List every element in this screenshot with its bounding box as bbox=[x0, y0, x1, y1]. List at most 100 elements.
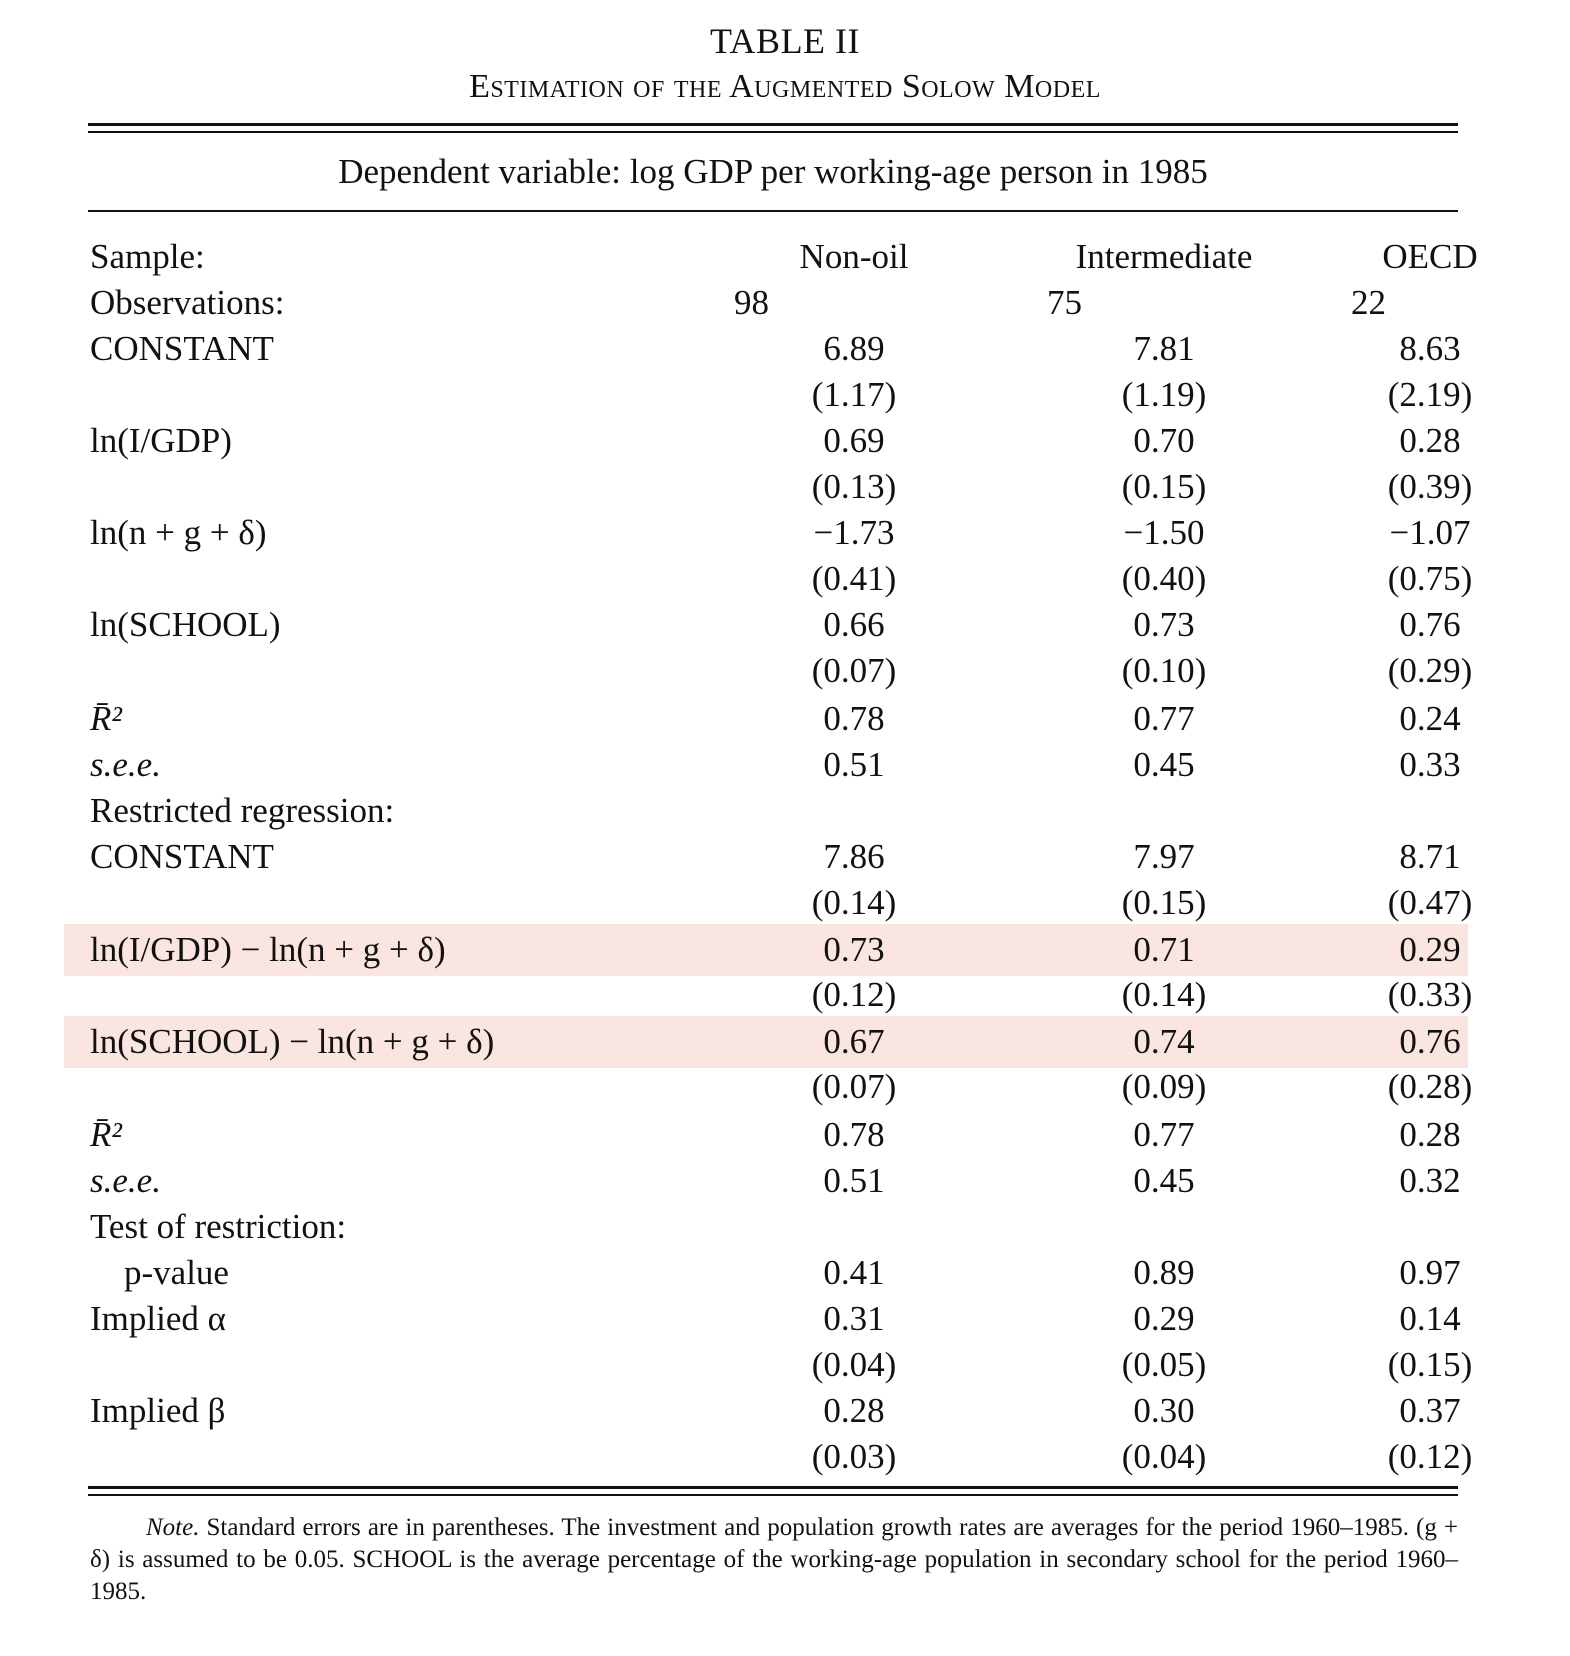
table-row-std-error: (0.04) (0.05) (0.15) bbox=[64, 1342, 1473, 1388]
cell-intermediate: 0.45 bbox=[1133, 745, 1195, 784]
cell-intermediate: 0.77 bbox=[1133, 1115, 1195, 1154]
table-row-ln-i-gdp-minus-ln-n-g-delta: ln(I/GDP) − ln(n + g + δ) 0.73 0.71 0.29 bbox=[64, 924, 1468, 976]
cell-intermediate: 0.74 bbox=[1133, 1022, 1195, 1061]
cell-non-oil: 0.66 bbox=[823, 605, 885, 644]
dependent-variable-heading: Dependent variable: log GDP per working-… bbox=[338, 152, 1208, 191]
cell-oecd: 0.29 bbox=[1399, 930, 1461, 969]
cell-oecd: 0.28 bbox=[1399, 1115, 1461, 1154]
cell-oecd: 22 bbox=[1351, 283, 1386, 322]
table-row-constant: CONSTANT 6.89 7.81 8.63 bbox=[64, 326, 1468, 372]
cell-non-oil: (0.14) bbox=[811, 883, 897, 922]
cell-non-oil: 0.28 bbox=[823, 1391, 885, 1430]
cell-non-oil: (0.41) bbox=[811, 559, 897, 598]
table-note: Note. Standard errors are in parentheses… bbox=[90, 1512, 1458, 1608]
row-label: Implied α bbox=[90, 1299, 226, 1338]
cell-intermediate: (0.15) bbox=[1121, 467, 1207, 506]
table-row-see: s.e.e. 0.51 0.45 0.32 bbox=[64, 1158, 1468, 1204]
cell-oecd: 0.37 bbox=[1399, 1391, 1461, 1430]
row-label: ln(I/GDP) − ln(n + g + δ) bbox=[90, 930, 446, 969]
table-row-std-error: (1.17) (1.19) (2.19) bbox=[64, 372, 1473, 418]
cell-intermediate: (0.15) bbox=[1121, 883, 1207, 922]
top-rule-1 bbox=[88, 123, 1458, 126]
cell-oecd: 0.28 bbox=[1399, 421, 1461, 460]
table-row-std-error: (0.14) (0.15) (0.47) bbox=[64, 880, 1473, 926]
cell-intermediate: (0.10) bbox=[1121, 651, 1207, 690]
cell-non-oil: 6.89 bbox=[823, 329, 885, 368]
table-row-std-error: (0.07) (0.09) (0.28) bbox=[64, 1064, 1473, 1110]
row-label: Observations: bbox=[90, 283, 285, 322]
cell-oecd: (0.75) bbox=[1387, 559, 1473, 598]
cell-oecd: 8.63 bbox=[1399, 329, 1461, 368]
row-label: Test of restriction: bbox=[90, 1207, 347, 1246]
cell-non-oil: 0.73 bbox=[823, 930, 885, 969]
table-row-r-squared: R̄² 0.78 0.77 0.28 bbox=[64, 1112, 1468, 1158]
cell-non-oil: (0.03) bbox=[811, 1437, 897, 1476]
table-row-implied-alpha: Implied α 0.31 0.29 0.14 bbox=[64, 1296, 1468, 1342]
row-label: Restricted regression: bbox=[90, 791, 395, 830]
row-label: ln(n + g + δ) bbox=[90, 513, 267, 552]
row-label: Sample: bbox=[90, 237, 205, 276]
cell-intermediate: 7.81 bbox=[1133, 329, 1195, 368]
cell-intermediate: (0.14) bbox=[1121, 975, 1207, 1014]
cell-non-oil: (0.07) bbox=[811, 1067, 897, 1106]
table-row-constant: CONSTANT 7.86 7.97 8.71 bbox=[64, 834, 1468, 880]
cell-non-oil: (1.17) bbox=[811, 375, 897, 414]
cell-non-oil: 7.86 bbox=[823, 837, 885, 876]
table-row-test-heading: Test of restriction: bbox=[64, 1204, 1468, 1250]
row-label: ln(I/GDP) bbox=[90, 421, 232, 460]
table-row-std-error: (0.13) (0.15) (0.39) bbox=[64, 464, 1473, 510]
row-label: s.e.e. bbox=[90, 1161, 161, 1200]
cell-intermediate: 0.29 bbox=[1133, 1299, 1195, 1338]
cell-oecd: −1.07 bbox=[1389, 513, 1471, 552]
cell-intermediate: 0.30 bbox=[1133, 1391, 1195, 1430]
cell-oecd: (0.12) bbox=[1387, 1437, 1473, 1476]
cell-non-oil: 0.67 bbox=[823, 1022, 885, 1061]
cell-oecd: 0.14 bbox=[1399, 1299, 1461, 1338]
table-row-std-error: (0.41) (0.40) (0.75) bbox=[64, 556, 1473, 602]
cell-intermediate: (1.19) bbox=[1121, 375, 1207, 414]
cell-intermediate: 7.97 bbox=[1133, 837, 1195, 876]
cell-intermediate: (0.40) bbox=[1121, 559, 1207, 598]
cell-oecd: 0.97 bbox=[1399, 1253, 1461, 1292]
cell-non-oil: 98 bbox=[734, 283, 769, 322]
table-title: TABLE II bbox=[709, 21, 861, 61]
cell-non-oil: 0.31 bbox=[823, 1299, 885, 1338]
note-lead: Note. bbox=[146, 1514, 200, 1541]
cell-intermediate: (0.09) bbox=[1121, 1067, 1207, 1106]
cell-non-oil: −1.73 bbox=[813, 513, 895, 552]
cell-intermediate: 0.70 bbox=[1133, 421, 1195, 460]
cell-intermediate: 0.71 bbox=[1133, 930, 1195, 969]
cell-intermediate: 0.89 bbox=[1133, 1253, 1195, 1292]
cell-oecd: 0.24 bbox=[1399, 699, 1461, 738]
cell-oecd: (0.33) bbox=[1387, 975, 1473, 1014]
cell-intermediate: −1.50 bbox=[1123, 513, 1205, 552]
cell-oecd: (0.28) bbox=[1387, 1067, 1473, 1106]
cell-non-oil: 0.51 bbox=[823, 745, 885, 784]
cell-non-oil: 0.69 bbox=[823, 421, 885, 460]
cell-oecd: (0.47) bbox=[1387, 883, 1473, 922]
header-rule bbox=[88, 210, 1458, 212]
cell-non-oil: (0.12) bbox=[811, 975, 897, 1014]
table-row-std-error: (0.03) (0.04) (0.12) bbox=[64, 1434, 1473, 1480]
cell-non-oil: 0.41 bbox=[823, 1253, 885, 1292]
row-label: CONSTANT bbox=[90, 837, 274, 876]
cell-non-oil: (0.13) bbox=[811, 467, 897, 506]
table-row-r-squared: R̄² 0.78 0.77 0.24 bbox=[64, 696, 1468, 742]
table-row-std-error: (0.12) (0.14) (0.33) bbox=[64, 972, 1473, 1018]
table-row-ln-i-gdp: ln(I/GDP) 0.69 0.70 0.28 bbox=[64, 418, 1468, 464]
cell-oecd: (0.39) bbox=[1387, 467, 1473, 506]
bottom-rule-2 bbox=[88, 1494, 1458, 1496]
bottom-rule-1 bbox=[88, 1486, 1458, 1489]
cell-intermediate: Intermediate bbox=[1075, 237, 1253, 276]
cell-intermediate: 0.77 bbox=[1133, 699, 1195, 738]
cell-oecd: 0.32 bbox=[1399, 1161, 1461, 1200]
table-row-restricted-heading: Restricted regression: bbox=[64, 788, 1468, 834]
row-label: CONSTANT bbox=[90, 329, 274, 368]
row-label: ln(SCHOOL) − ln(n + g + δ) bbox=[90, 1022, 495, 1061]
table-row-implied-beta: Implied β 0.28 0.30 0.37 bbox=[64, 1388, 1468, 1434]
cell-non-oil: (0.07) bbox=[811, 651, 897, 690]
cell-non-oil: 0.51 bbox=[823, 1161, 885, 1200]
cell-oecd: (0.15) bbox=[1387, 1345, 1473, 1384]
cell-intermediate: (0.04) bbox=[1121, 1437, 1207, 1476]
